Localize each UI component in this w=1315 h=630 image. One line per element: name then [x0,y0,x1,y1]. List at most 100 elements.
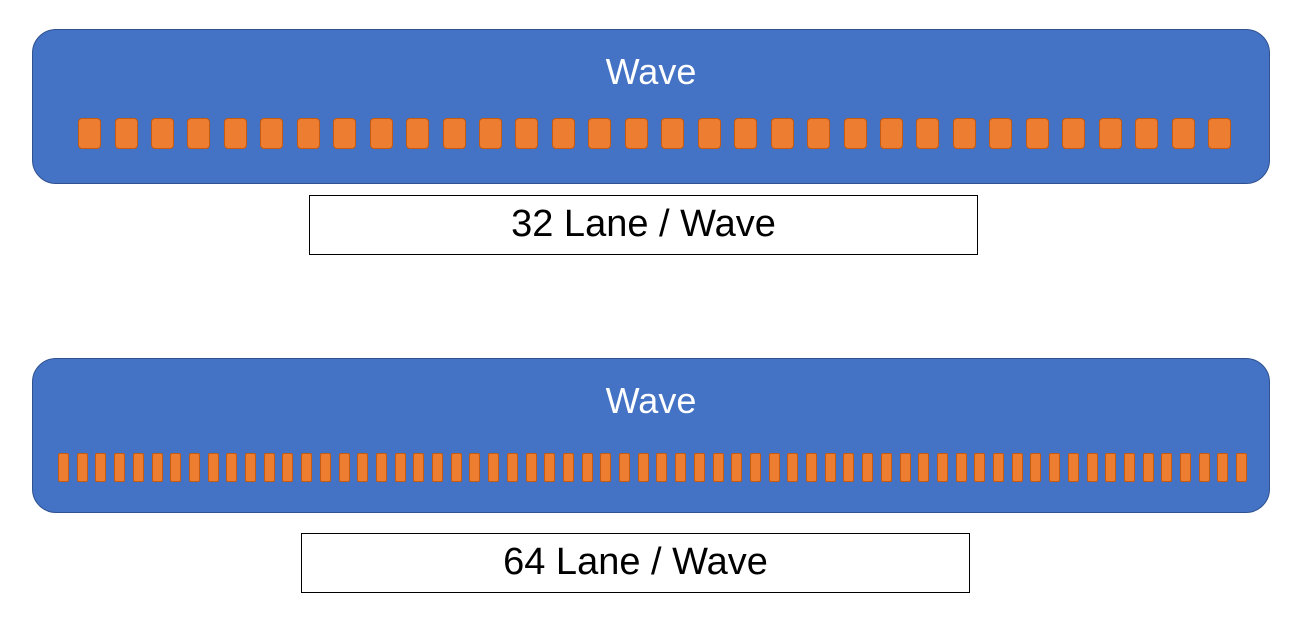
lane [506,453,518,482]
lane [207,453,219,482]
lane [936,453,948,482]
lane [187,118,211,149]
lane [899,453,911,482]
lane [1198,453,1210,482]
lane [95,453,107,482]
lane [993,453,1004,482]
lane-row [33,359,1269,512]
lane [693,453,705,482]
lane [562,453,574,482]
lane [114,118,138,149]
lane [843,453,855,482]
lane [787,453,799,482]
lane [588,118,612,149]
lane [1011,453,1023,482]
lane [637,453,649,482]
lane [656,453,668,482]
lane [488,453,500,482]
lane [624,118,648,149]
lane [768,453,780,482]
lane [479,118,502,149]
lane [806,453,817,482]
caption-64-lane-per-wave: 64 Lane / Wave [301,533,970,593]
lane [1171,118,1195,149]
lane [150,118,174,149]
lane [301,453,313,482]
lane [544,453,556,482]
lane [731,453,743,482]
lane [357,453,369,482]
lane [260,118,284,149]
wave-box-32-lane: Wave [32,29,1270,184]
lane [245,453,256,482]
lane [296,118,320,149]
lane [469,453,481,482]
lane [1236,453,1248,482]
lane-row [33,30,1269,183]
lane [880,453,892,482]
lane [955,453,967,482]
lane [525,453,537,482]
lane [151,453,163,482]
lane [78,118,101,149]
lane [319,453,331,482]
lane [974,453,986,482]
lane [770,118,794,149]
lane [989,118,1013,149]
lane [450,453,462,482]
lane [338,453,350,482]
lane [282,453,294,482]
lane [843,118,867,149]
lane [369,118,393,149]
lane [413,453,425,482]
lane [916,118,940,149]
lane [734,118,758,149]
lane [1030,453,1042,482]
lane [406,118,430,149]
lane [226,453,238,482]
lane [619,453,630,482]
lane [375,453,387,482]
wave-box-64-lane: Wave [32,358,1270,513]
wave-title: Wave [605,380,697,421]
lane [132,453,144,482]
lane [432,453,443,482]
lane [1025,118,1049,149]
lane [1161,453,1173,482]
lane [1086,453,1098,482]
lane [114,453,126,482]
lane [675,453,687,482]
lane [1123,453,1135,482]
lane [58,453,69,482]
lane [952,118,976,149]
lane [394,453,406,482]
lane [1208,118,1231,149]
lane [1098,118,1122,149]
lane [1105,453,1117,482]
caption-32-lane-per-wave: 32 Lane / Wave [309,195,978,255]
lane [879,118,903,149]
lane [263,453,275,482]
lane [442,118,466,149]
lane [170,453,182,482]
lane [1217,453,1229,482]
lane [749,453,761,482]
lane [515,118,539,149]
lane [581,453,593,482]
lane [1062,118,1086,149]
lane [661,118,685,149]
lane [807,118,830,149]
lane [824,453,836,482]
wave-title: Wave [605,51,697,92]
lane [1180,453,1191,482]
lane [333,118,357,149]
lane [918,453,930,482]
lane [600,453,612,482]
lane [862,453,874,482]
lane [1049,453,1061,482]
lane [223,118,247,149]
lane [712,453,724,482]
lane [76,453,88,482]
lane [1135,118,1159,149]
lane [188,453,200,482]
